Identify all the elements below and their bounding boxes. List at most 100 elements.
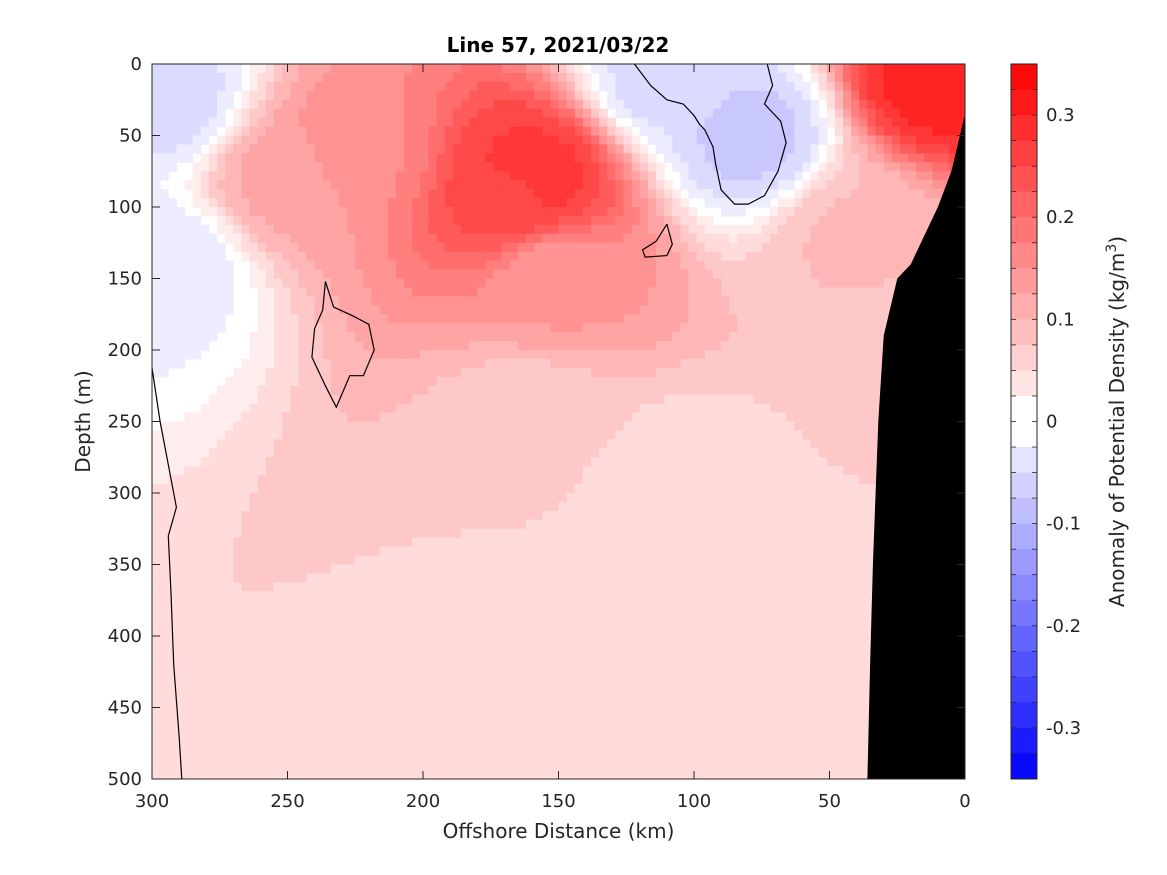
field-cell [664, 144, 673, 154]
field-cell [477, 546, 486, 557]
field-cell [257, 761, 267, 771]
field-cell [558, 403, 568, 414]
field-cell [469, 448, 478, 458]
field-cell [623, 144, 633, 154]
field-cell [582, 394, 592, 405]
field-cell [290, 215, 299, 226]
field-cell [192, 412, 202, 423]
field-cell [493, 135, 503, 146]
field-cell [233, 528, 243, 539]
field-cell [168, 564, 177, 575]
field-cell [664, 189, 673, 199]
field-cell [282, 260, 291, 271]
field-cell [656, 537, 665, 548]
field-cell [591, 385, 600, 396]
field-cell [615, 627, 625, 637]
field-cell [282, 99, 291, 110]
field-cell [347, 653, 356, 664]
field-cell [330, 564, 340, 575]
field-cell [436, 761, 446, 771]
field-cell [347, 591, 356, 601]
field-cell [241, 108, 251, 119]
field-cell [290, 752, 299, 762]
field-cell [387, 716, 397, 726]
field-cell [200, 493, 210, 503]
field-cell [420, 198, 430, 208]
field-cell [152, 332, 161, 342]
field-cell [257, 385, 267, 396]
field-cell [493, 475, 503, 485]
field-cell [184, 662, 194, 673]
field-cell [485, 725, 495, 735]
field-cell [485, 323, 495, 333]
field-cell [298, 555, 308, 566]
field-cell [208, 537, 218, 548]
field-cell [591, 394, 600, 405]
field-cell [509, 126, 519, 137]
field-cell [314, 207, 324, 217]
field-cell [517, 627, 527, 637]
field-cell [298, 171, 308, 181]
field-cell [379, 260, 389, 271]
field-cell [591, 644, 600, 655]
field-cell [550, 555, 560, 566]
field-cell [314, 493, 324, 503]
field-cell [290, 537, 299, 548]
field-cell [225, 394, 234, 405]
field-cell [582, 215, 592, 226]
field-cell [395, 644, 405, 655]
field-cell [192, 555, 202, 566]
field-cell [639, 761, 649, 771]
field-cell [273, 475, 283, 485]
field-cell [241, 466, 251, 476]
field-cell [314, 627, 324, 637]
field-cell [412, 662, 421, 673]
field-cell [469, 242, 478, 253]
field-cell [493, 537, 503, 548]
field-cell [338, 430, 348, 440]
field-cell [371, 716, 381, 726]
field-cell [452, 135, 462, 146]
field-cell [298, 269, 308, 280]
field-cell [363, 269, 373, 280]
field-cell [460, 430, 470, 440]
field-cell [306, 653, 316, 664]
field-cell [355, 323, 364, 333]
field-cell [192, 90, 202, 101]
field-cell [631, 153, 641, 163]
field-cell [404, 484, 413, 494]
field-cell [200, 278, 210, 289]
field-cell [428, 81, 438, 92]
field-cell [656, 135, 665, 146]
field-cell [469, 189, 478, 199]
field-cell [607, 627, 617, 637]
field-cell [501, 439, 511, 449]
field-cell [160, 734, 169, 744]
field-cell [395, 144, 405, 154]
field-cell [664, 591, 673, 601]
field-cell [168, 609, 177, 619]
field-cell [558, 627, 568, 637]
field-cell [404, 332, 413, 342]
field-cell [664, 662, 673, 673]
field-cell [330, 671, 340, 682]
field-cell [217, 81, 226, 92]
field-cell [550, 305, 560, 315]
field-cell [265, 618, 275, 628]
field-cell [647, 421, 657, 432]
field-cell [379, 734, 389, 744]
field-cell [298, 162, 308, 172]
field-cell [265, 501, 275, 512]
field-cell [249, 600, 259, 610]
field-cell [469, 358, 478, 369]
field-cell [558, 770, 568, 779]
field-cell [257, 627, 267, 637]
field-cell [160, 680, 169, 691]
field-cell [249, 198, 259, 208]
field-cell [574, 180, 584, 190]
field-cell [444, 430, 454, 440]
field-cell [355, 350, 364, 360]
field-cell [647, 305, 657, 315]
field-cell [404, 260, 413, 271]
field-cell [591, 162, 600, 172]
